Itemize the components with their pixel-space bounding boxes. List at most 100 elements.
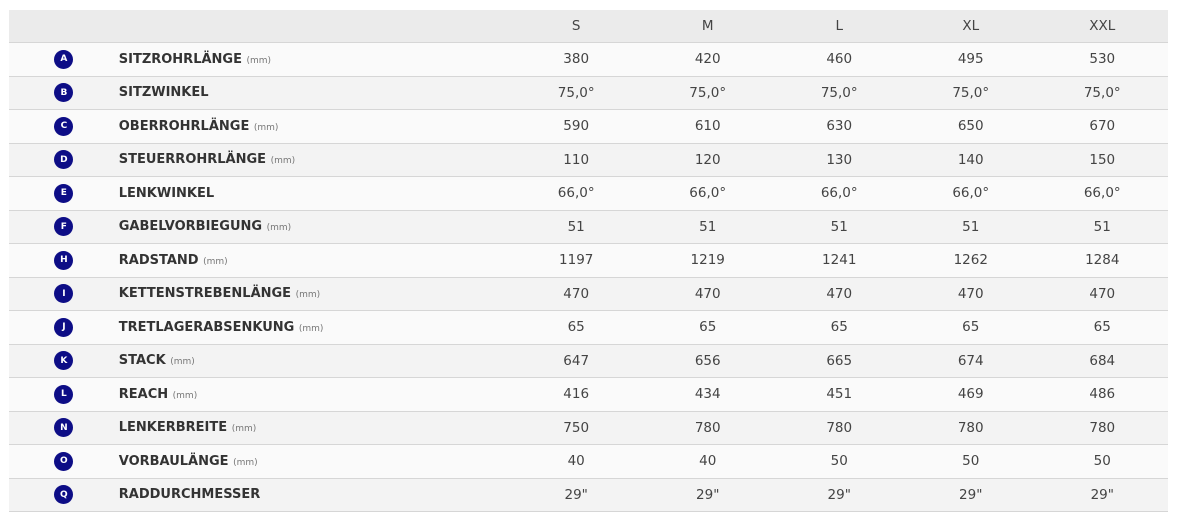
letter-badge-icon: F: [54, 217, 74, 237]
table-cell: 51: [1093, 218, 1111, 235]
table-cell: 50: [962, 453, 980, 470]
row-unit: (mm): [231, 424, 257, 435]
table-cell: 495: [957, 51, 984, 68]
letter-badge-icon: B: [54, 83, 74, 103]
row-label: KETTENSTREBENLÄNGE: [118, 286, 292, 302]
table-cell: 66,0°: [1083, 185, 1121, 202]
table-cell: 416: [563, 386, 590, 403]
table-cell: 130: [826, 151, 853, 168]
row-unit: (mm): [253, 122, 279, 133]
table-cell: 780: [957, 419, 984, 436]
row-label: RADDURCHMESSER: [118, 487, 261, 503]
row-unit: (mm): [172, 390, 198, 401]
table-cell: 65: [699, 319, 717, 336]
table-cell: 780: [1089, 419, 1116, 436]
table-cell: 434: [694, 386, 721, 403]
table-row: F GABELVORBIEGUNG (mm) 51 51 51 51 51: [9, 210, 1168, 244]
letter-badge-icon: C: [54, 116, 74, 136]
table-cell: 451: [826, 386, 853, 403]
table-cell: 470: [957, 285, 984, 302]
row-label: TRETLAGERABSENKUNG: [118, 319, 295, 335]
letter-badge-icon: H: [54, 250, 74, 270]
row-label: LENKERBREITE: [118, 420, 228, 436]
table-cell: 75,0°: [952, 84, 990, 101]
table-cell: 50: [830, 453, 848, 470]
letter-badge-icon: E: [54, 183, 74, 203]
table-cell: 29": [1090, 486, 1114, 503]
row-unit: (mm): [266, 223, 292, 234]
row-unit: (mm): [295, 290, 321, 301]
table-cell: 65: [567, 319, 585, 336]
column-header: L: [835, 18, 843, 34]
table-cell: 1219: [690, 252, 725, 269]
letter-badge-icon: O: [54, 451, 74, 471]
table-cell: 684: [1089, 352, 1116, 369]
table-cell: 420: [694, 51, 721, 68]
letter-badge-icon: I: [54, 284, 74, 304]
letter-badge-icon: Q: [54, 485, 74, 505]
table-cell: 65: [1093, 319, 1111, 336]
table-cell: 51: [830, 218, 848, 235]
geometry-table: S M L XL XXL A SITZROHRLÄNGE (mm) 380 420 4…: [9, 10, 1168, 512]
table-cell: 469: [957, 386, 984, 403]
letter-badge-icon: K: [54, 351, 74, 371]
table-cell: 470: [563, 285, 590, 302]
table-cell: 66,0°: [952, 185, 990, 202]
table-cell: 630: [826, 118, 853, 135]
table-cell: 65: [830, 319, 848, 336]
table-cell: 470: [826, 285, 853, 302]
row-unit: (mm): [233, 457, 258, 468]
table-cell: 66,0°: [557, 185, 595, 202]
table-row: A SITZROHRLÄNGE (mm) 380 420 460 495 530: [9, 43, 1168, 77]
row-label: OBERROHRLÄNGE: [118, 118, 250, 134]
row-label: VORBAULÄNGE: [118, 453, 229, 469]
row-label: SITZWINKEL: [118, 85, 209, 101]
table-cell: 66,0°: [689, 185, 727, 202]
table-cell: 674: [957, 352, 984, 369]
table-row: H RADSTAND (mm) 1197 1219 1241 1262 1284: [9, 244, 1168, 278]
table-cell: 51: [567, 218, 585, 235]
table-cell: 470: [1089, 285, 1116, 302]
table-row: D STEUERROHRLÄNGE (mm) 110 120 130 140 150: [9, 143, 1168, 177]
table-cell: 780: [826, 419, 853, 436]
table-row: K STACK (mm) 647 656 665 674 684: [9, 344, 1168, 378]
table-cell: 590: [563, 118, 590, 135]
table-cell: 140: [957, 151, 984, 168]
table-cell: 75,0°: [557, 84, 595, 101]
table-cell: 110: [563, 151, 590, 168]
table-cell: 75,0°: [1083, 84, 1121, 101]
table-row: N LENKERBREITE (mm) 750 780 780 780 780: [9, 411, 1168, 445]
column-header: M: [701, 18, 714, 34]
table-cell: 51: [962, 218, 980, 235]
table-cell: 40: [699, 453, 717, 470]
table-cell: 610: [694, 118, 721, 135]
table-row: B SITZWINKEL 75,0° 75,0° 75,0° 75,0° 75,0°: [9, 76, 1168, 110]
table-cell: 29": [564, 486, 588, 503]
row-unit: (mm): [270, 156, 296, 167]
table-row: C OBERROHRLÄNGE (mm) 590 610 630 650 670: [9, 110, 1168, 144]
table-cell: 650: [957, 118, 984, 135]
table-cell: 75,0°: [689, 84, 727, 101]
table-cell: 750: [563, 419, 590, 436]
row-label: LENKWINKEL: [118, 185, 215, 201]
table-cell: 470: [694, 285, 721, 302]
letter-badge-icon: N: [54, 418, 74, 438]
table-cell: 29": [959, 486, 983, 503]
row-label: REACH: [118, 386, 169, 402]
table-cell: 486: [1089, 386, 1116, 403]
table-row: E LENKWINKEL 66,0° 66,0° 66,0° 66,0° 66,0°: [9, 177, 1168, 211]
column-header: XXL: [1089, 18, 1116, 34]
table-cell: 65: [962, 319, 980, 336]
table-row: Q RADDURCHMESSER 29" 29" 29" 29" 29": [9, 478, 1168, 512]
row-unit: (mm): [246, 55, 272, 66]
row-label: RADSTAND: [118, 252, 199, 268]
letter-badge-icon: A: [54, 49, 74, 69]
table-cell: 656: [694, 352, 721, 369]
row-unit: (mm): [170, 357, 195, 368]
table-cell: 29": [827, 486, 851, 503]
table-cell: 1262: [953, 252, 988, 269]
table-cell: 1241: [822, 252, 857, 269]
table-cell: 66,0°: [820, 185, 858, 202]
table-cell: 780: [694, 419, 721, 436]
row-label: STEUERROHRLÄNGE: [118, 152, 267, 168]
